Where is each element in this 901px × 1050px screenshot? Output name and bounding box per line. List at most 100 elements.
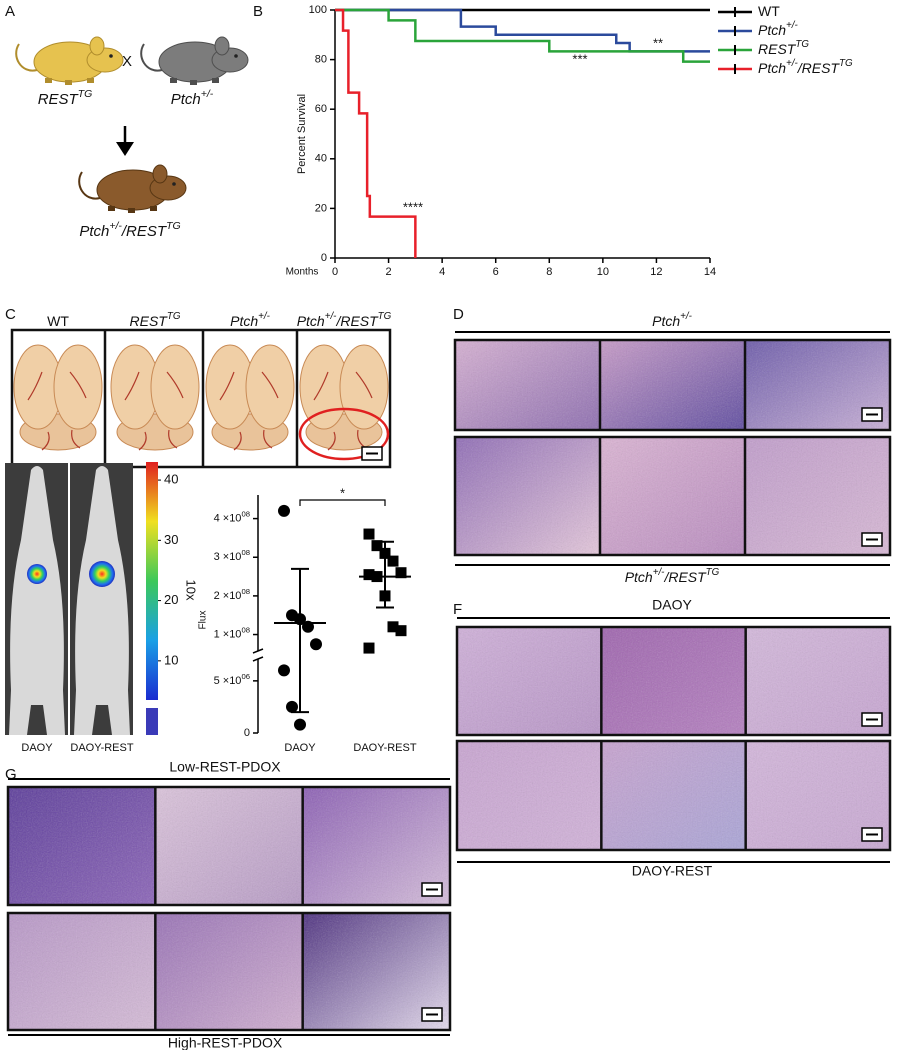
label-part: TG (78, 88, 93, 100)
image-texture (455, 437, 600, 555)
group-label: High-REST-PDOX (168, 1035, 283, 1050)
label-part: TG (706, 567, 720, 578)
cerebrum-right (150, 344, 200, 430)
data-point (310, 638, 322, 651)
genotype-label: RESTTG (38, 88, 93, 108)
mouse-tail (140, 43, 163, 72)
mouse-foot (65, 80, 72, 85)
label-part: 06 (241, 671, 250, 680)
label-part: +/- (653, 567, 665, 578)
label-part: /REST (335, 313, 379, 329)
colorbar-tick-label: 20 (164, 592, 178, 607)
column-label: WT (47, 313, 69, 329)
label-part: Ptch (625, 569, 653, 585)
mouse-eye (109, 54, 113, 58)
mouse-eye (172, 182, 176, 186)
mouse-illustration (15, 36, 124, 85)
label-part: Ptch (230, 313, 258, 329)
data-point (363, 642, 375, 654)
axis-break (252, 656, 264, 662)
x-tick-label: DAOY (284, 742, 316, 754)
blood-vessel (27, 371, 87, 451)
genotype-label: Ptch+/- (171, 88, 214, 108)
image-texture (601, 741, 746, 850)
image-texture (155, 913, 303, 1030)
legend-label: WT (758, 3, 780, 19)
significance-label: ** (653, 35, 663, 50)
column-label: RESTTG (130, 311, 181, 329)
data-point (278, 504, 290, 517)
x-tick-label: 8 (546, 266, 552, 278)
cerebrum-right (245, 344, 295, 430)
significance-label: **** (403, 199, 423, 214)
label-part: 3 ×10 (214, 551, 242, 563)
label-part: Ptch (297, 313, 325, 329)
colorbar-tick-label: 40 (164, 472, 178, 487)
y-tick-label: 1 ×1008 (214, 625, 250, 640)
group-label: Ptch+/- (652, 311, 692, 329)
image-texture (600, 340, 745, 430)
group-label: Low-REST-PDOX (169, 759, 281, 775)
mouse-tail (15, 43, 38, 72)
label-part: Ptch (171, 91, 201, 108)
y-tick-label: 2 ×1008 (214, 586, 250, 601)
cerebrum-right (53, 344, 103, 430)
y-tick-label: 0 (321, 252, 327, 264)
image-label: DAOY (21, 742, 53, 754)
image-texture (155, 787, 303, 905)
y-tick-label: 3 ×1008 (214, 548, 250, 563)
legend-label: RESTTG (758, 39, 809, 57)
data-point (286, 700, 298, 713)
image-frame (453, 435, 892, 557)
x-tick-label: 14 (704, 266, 716, 278)
x-tick-label: 6 (493, 266, 499, 278)
mouse-foot (45, 78, 52, 83)
y-axis-label: Flux (198, 611, 209, 630)
image-texture (457, 741, 602, 850)
data-point (387, 555, 399, 567)
label-part: +/- (680, 311, 692, 322)
mouse-illustration (140, 36, 249, 85)
x-tick-label: 4 (439, 266, 445, 278)
group-label: DAOY-REST (632, 863, 713, 879)
label-part: TG (166, 220, 181, 232)
image-frame (6, 911, 452, 1032)
label-part: TG (839, 58, 853, 69)
label-part: +/- (786, 58, 798, 69)
label-part: /REST (663, 569, 707, 585)
image-frame (455, 739, 892, 852)
blood-vessel (219, 371, 279, 451)
mouse-foot (190, 80, 197, 85)
mouse-foot (150, 206, 157, 211)
bioluminescence-signal (89, 561, 115, 587)
colorbar-label: 10x (184, 580, 199, 601)
colorbar-tick-label: 10 (164, 652, 178, 667)
panel-label: G (5, 766, 17, 783)
mouse-foot (170, 78, 177, 83)
mouse-ear (214, 36, 230, 56)
x-tick-label: DAOY-REST (353, 742, 416, 754)
data-point (278, 664, 290, 677)
y-tick-label: 0 (244, 727, 250, 739)
x-tick-label: 2 (386, 266, 392, 278)
image-frame (453, 338, 892, 432)
mouse-tail (78, 171, 101, 200)
panel-label: B (253, 3, 263, 20)
data-point (371, 540, 383, 552)
label-part: 4 ×10 (214, 513, 242, 525)
image-texture (8, 787, 156, 905)
x-tick-label: 0 (332, 266, 338, 278)
mouse-silhouette (9, 466, 65, 735)
label-part: +/- (786, 20, 798, 31)
colorbar (146, 462, 158, 700)
y-tick-label: 5 ×1006 (214, 671, 250, 686)
column-label: Ptch+/- (230, 311, 270, 329)
bioluminescence-signal (27, 564, 47, 584)
label-part: REST (38, 91, 80, 108)
genotype-label: Ptch+/-/RESTTG (79, 220, 180, 240)
label-part: TG (795, 39, 809, 50)
arrow-head (116, 142, 134, 156)
significance-bracket (299, 499, 386, 506)
y-tick-label: 80 (315, 54, 327, 66)
